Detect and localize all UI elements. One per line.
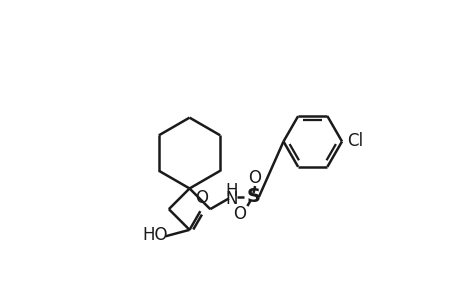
Text: O: O — [248, 169, 261, 187]
Text: N: N — [224, 190, 237, 208]
Text: H: H — [224, 182, 237, 200]
Text: O: O — [195, 189, 208, 207]
Text: S: S — [246, 187, 260, 206]
Text: HO: HO — [142, 226, 168, 244]
Text: O: O — [233, 205, 246, 223]
Text: Cl: Cl — [346, 133, 362, 151]
